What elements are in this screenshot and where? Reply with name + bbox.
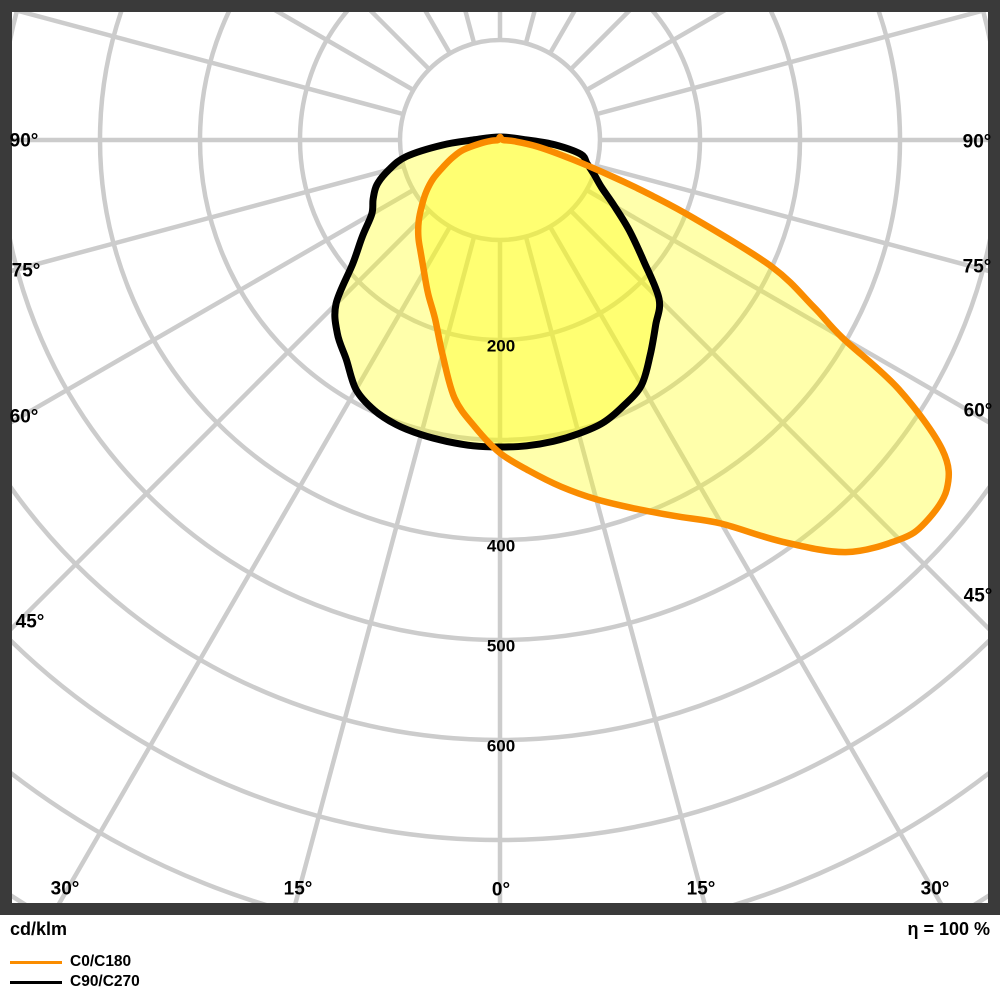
grid-ray — [596, 12, 987, 117]
angle-tick-label: 75° — [963, 257, 992, 278]
tick-labels: 200 400 500 600 90° 75° 60° 45° 90° 75° 60° 45° 30° 1… — [10, 131, 993, 901]
grid-ray — [569, 209, 988, 632]
grid-ray — [585, 188, 988, 425]
radial-tick-label: 600 — [487, 737, 515, 756]
series-fills — [334, 137, 949, 553]
legend-label-c0-c180: C0/C180 — [70, 953, 132, 970]
grid-ray — [12, 188, 415, 425]
angle-tick-label: 60° — [964, 401, 993, 422]
radial-tick-label: 500 — [487, 637, 515, 656]
efficiency-label: η = 100 % — [907, 919, 990, 939]
angle-tick-label: 45° — [964, 586, 993, 607]
radial-tick-label: 400 — [487, 537, 515, 556]
angle-tick-label: 45° — [16, 612, 45, 633]
polar-grid — [12, 12, 988, 903]
angle-tick-label: 30° — [51, 879, 80, 900]
grid-ray — [293, 236, 477, 903]
grid-ray — [56, 225, 452, 903]
legend-line-c0-c180 — [10, 961, 62, 964]
angle-tick-label: 60° — [10, 407, 39, 428]
plot-frame — [0, 0, 1000, 915]
angle-tick-label: 0° — [492, 880, 510, 901]
series-curve-c0-c180 — [414, 133, 953, 556]
unit-label: cd/klm — [10, 919, 68, 939]
photometric-polar-chart: 200 400 500 600 90° 75° 60° 45° 90° 75° 60° 45° 30° 1… — [0, 0, 1000, 915]
angle-tick-label: 75° — [12, 261, 41, 282]
grid-ray — [12, 163, 404, 274]
angle-tick-label: 90° — [963, 132, 992, 153]
grid-ray — [523, 236, 707, 903]
angle-tick-label: 15° — [687, 879, 716, 900]
legend-line-c90-c270 — [10, 981, 62, 984]
series-fill-c0-c180 — [418, 137, 949, 553]
grid-ray — [13, 12, 404, 117]
grid-ray — [596, 163, 988, 274]
angle-tick-label: 30° — [921, 879, 950, 900]
grid-ray — [548, 225, 944, 903]
series-curve-c90-c270 — [331, 133, 664, 451]
series-fill-c90-c270 — [334, 137, 660, 447]
angle-tick-label: 15° — [284, 879, 313, 900]
grid-ray — [12, 209, 431, 632]
series-curves — [331, 133, 953, 556]
legend-label-c90-c270: C90/C270 — [70, 973, 140, 990]
angle-tick-label: 90° — [10, 131, 39, 152]
radial-tick-label: 200 — [487, 337, 515, 356]
